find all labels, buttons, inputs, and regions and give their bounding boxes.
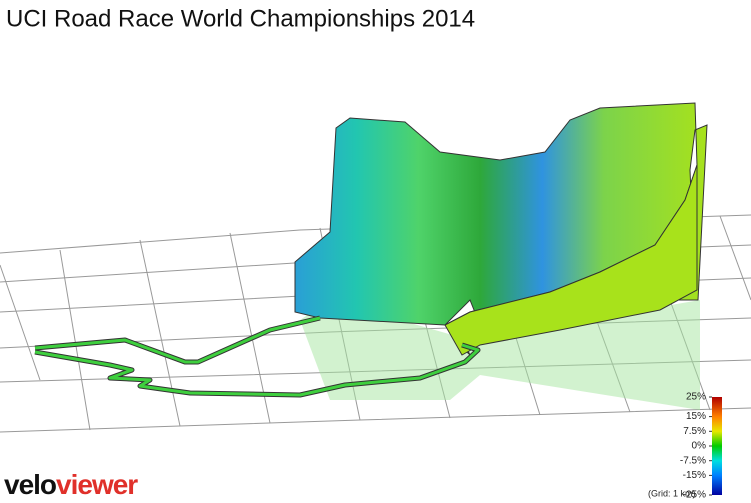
color-scale-ticks: 25% 15% 7.5% 0% -7.5% -15% -25% bbox=[680, 392, 712, 501]
tick-label: 25% bbox=[686, 392, 706, 403]
logo-prefix: velo bbox=[4, 469, 57, 500]
tick-label: 7.5% bbox=[683, 426, 706, 437]
grid-note: (Grid: 1 km) bbox=[648, 488, 696, 498]
color-scale bbox=[712, 397, 722, 495]
logo-suffix: viewer bbox=[56, 469, 138, 500]
logo: veloviewer bbox=[4, 469, 138, 500]
tick-label: 0% bbox=[692, 441, 707, 452]
tick-label: -25% bbox=[683, 490, 706, 501]
route-3d bbox=[34, 102, 708, 410]
title: UCI Road Race World Championships 2014 bbox=[6, 5, 475, 32]
tick-label: -15% bbox=[683, 470, 706, 481]
tick-label: 15% bbox=[686, 411, 706, 422]
tick-label: -7.5% bbox=[680, 455, 706, 466]
